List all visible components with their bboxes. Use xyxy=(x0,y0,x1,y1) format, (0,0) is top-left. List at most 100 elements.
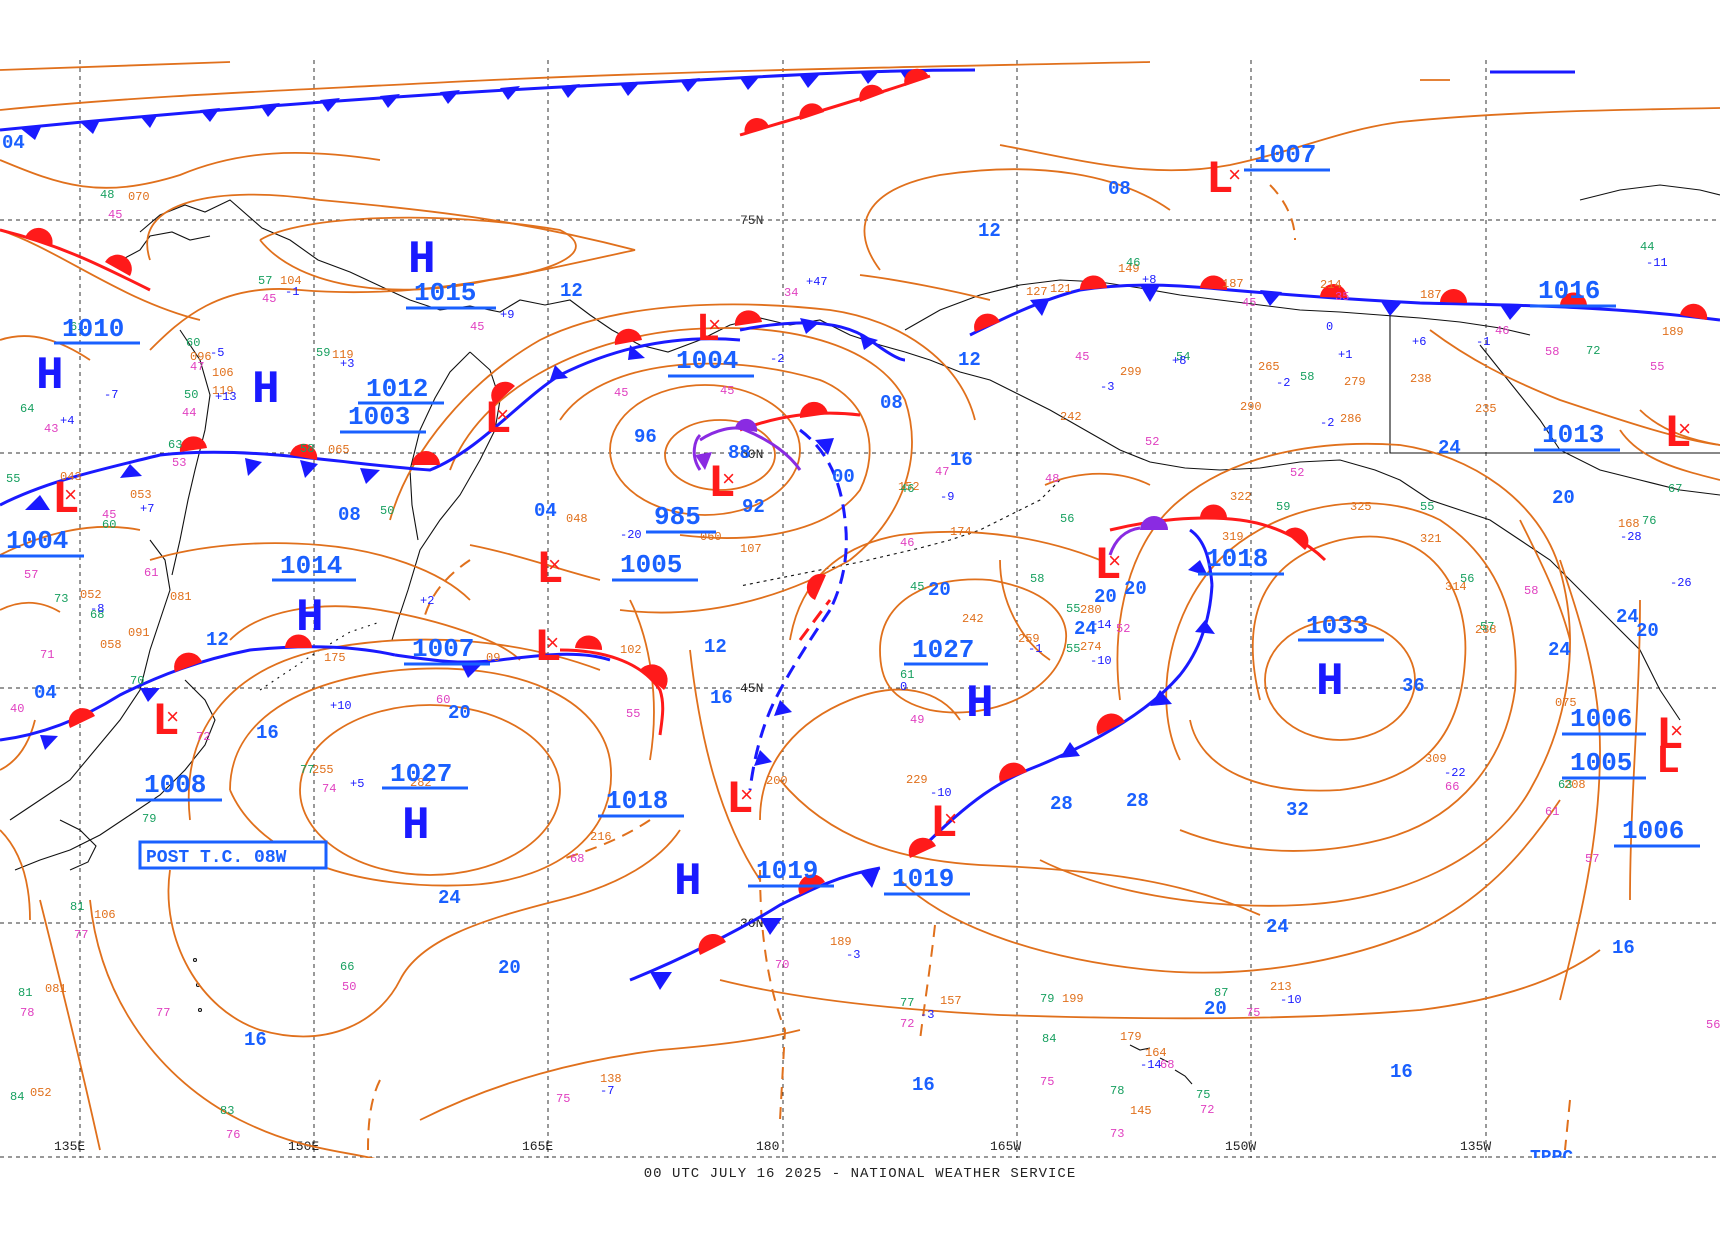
svg-text:48: 48 xyxy=(1045,472,1059,486)
isobar-label: 12 xyxy=(206,629,229,651)
svg-text:081: 081 xyxy=(170,590,192,604)
svg-text:119: 119 xyxy=(212,384,234,398)
svg-text:1033: 1033 xyxy=(1306,611,1368,641)
svg-text:45: 45 xyxy=(102,508,116,522)
svg-text:-1: -1 xyxy=(285,285,299,299)
svg-text:×: × xyxy=(1678,418,1691,443)
svg-text:235: 235 xyxy=(1475,402,1497,416)
svg-text:+3: +3 xyxy=(340,357,354,371)
lon-label-150w: 150W xyxy=(1225,1139,1256,1154)
svg-text:44: 44 xyxy=(1640,240,1654,254)
svg-text:1007: 1007 xyxy=(412,634,474,664)
svg-text:1004: 1004 xyxy=(676,346,738,376)
svg-text:106: 106 xyxy=(212,366,234,380)
isobar-label: 16 xyxy=(710,687,733,709)
svg-text:×: × xyxy=(722,468,735,493)
svg-text:+2: +2 xyxy=(420,594,434,608)
low-centers: L × 1007 L × 1004 L × 1003 L × 1004 L × … xyxy=(0,140,1700,896)
svg-text:H: H xyxy=(1316,656,1344,708)
svg-text:H: H xyxy=(36,350,64,402)
svg-text:-1: -1 xyxy=(1028,642,1042,656)
svg-text:59: 59 xyxy=(316,346,330,360)
svg-text:81: 81 xyxy=(70,900,84,914)
svg-text:0: 0 xyxy=(900,680,907,694)
svg-text:77: 77 xyxy=(300,763,314,777)
isobar-label: 92 xyxy=(742,496,765,518)
svg-text:34: 34 xyxy=(784,286,798,300)
high-center-1014: 1014 H xyxy=(272,551,356,644)
low-center-1018-east: L × 1018 xyxy=(1094,540,1284,592)
svg-text:75: 75 xyxy=(1246,1006,1260,1020)
svg-text:-8: -8 xyxy=(90,602,104,616)
svg-text:0: 0 xyxy=(1326,320,1333,334)
svg-text:40: 40 xyxy=(10,702,24,716)
svg-text:1016: 1016 xyxy=(1538,276,1600,306)
isobar-label: 04 xyxy=(534,500,557,522)
svg-text:321: 321 xyxy=(1420,532,1442,546)
svg-text:1005: 1005 xyxy=(1570,748,1632,778)
svg-text:+47: +47 xyxy=(806,275,828,289)
svg-text:290: 290 xyxy=(1240,400,1262,414)
graticule xyxy=(0,60,1720,1158)
isobars xyxy=(0,61,1720,1158)
svg-text:L: L xyxy=(52,474,80,526)
isobar-label: 16 xyxy=(256,722,279,744)
svg-text:280: 280 xyxy=(1080,603,1102,617)
svg-text:255: 255 xyxy=(312,763,334,777)
isobar-label: 04 xyxy=(2,132,25,154)
svg-text:309: 309 xyxy=(1425,752,1447,766)
svg-text:70: 70 xyxy=(130,674,144,688)
svg-text:127: 127 xyxy=(1026,285,1048,299)
svg-text:L: L xyxy=(536,544,564,596)
svg-text:138: 138 xyxy=(600,1072,622,1086)
svg-text:×: × xyxy=(546,632,559,657)
svg-text:-7: -7 xyxy=(104,388,118,402)
svg-text:1019: 1019 xyxy=(756,856,818,886)
low-center-1003: L × 1003 xyxy=(340,394,512,446)
svg-text:+9: +9 xyxy=(500,308,514,322)
svg-text:+13: +13 xyxy=(215,390,237,404)
svg-text:1019: 1019 xyxy=(892,864,954,894)
svg-text:322: 322 xyxy=(1230,490,1252,504)
svg-text:77: 77 xyxy=(156,1006,170,1020)
low-center-1008: L × 1008 xyxy=(136,696,222,802)
svg-text:096: 096 xyxy=(190,350,212,364)
svg-text:1005: 1005 xyxy=(620,550,682,580)
svg-text:-2: -2 xyxy=(770,352,784,366)
svg-text:-2: -2 xyxy=(1276,376,1290,390)
svg-text:238: 238 xyxy=(1410,372,1432,386)
svg-text:61: 61 xyxy=(900,668,914,682)
svg-text:1014: 1014 xyxy=(280,551,342,581)
svg-text:63: 63 xyxy=(1558,778,1572,792)
svg-text:1018: 1018 xyxy=(1206,544,1268,574)
isobar-label: 20 xyxy=(1552,487,1575,509)
svg-text:081: 081 xyxy=(45,982,67,996)
svg-text:67: 67 xyxy=(1668,482,1682,496)
isobar-label: 20 xyxy=(928,579,951,601)
low-center-1007-north: L × 1007 xyxy=(1206,140,1330,206)
svg-text:83: 83 xyxy=(220,1104,234,1118)
svg-text:319: 319 xyxy=(1222,530,1244,544)
low-center-1004-north: L × 1004 xyxy=(668,308,754,378)
svg-text:174: 174 xyxy=(950,525,972,539)
svg-text:175: 175 xyxy=(324,651,346,665)
low-center-1005-ne: L 1005 xyxy=(1562,740,1680,785)
high-centers: H 1015 1010 H H 1012 1014 H 1027 H 1027 … xyxy=(36,234,1384,908)
svg-text:L: L xyxy=(696,308,720,353)
svg-text:55: 55 xyxy=(1650,360,1664,374)
isobar-label: 20 xyxy=(448,702,471,724)
high-center-h-south: H xyxy=(674,856,702,908)
svg-text:77: 77 xyxy=(900,996,914,1010)
isobar-label: 88 xyxy=(728,442,751,464)
svg-text:107: 107 xyxy=(740,542,762,556)
svg-text:070: 070 xyxy=(128,190,150,204)
isobar-label: 16 xyxy=(244,1029,267,1051)
svg-text:189: 189 xyxy=(1662,325,1684,339)
svg-text:-3: -3 xyxy=(846,948,860,962)
isobar-label: 24 xyxy=(1616,606,1639,628)
svg-text:259: 259 xyxy=(1018,632,1040,646)
svg-text:53: 53 xyxy=(172,456,186,470)
svg-text:46: 46 xyxy=(1495,324,1509,338)
svg-text:L: L xyxy=(1094,540,1122,592)
svg-text:×: × xyxy=(740,784,753,809)
